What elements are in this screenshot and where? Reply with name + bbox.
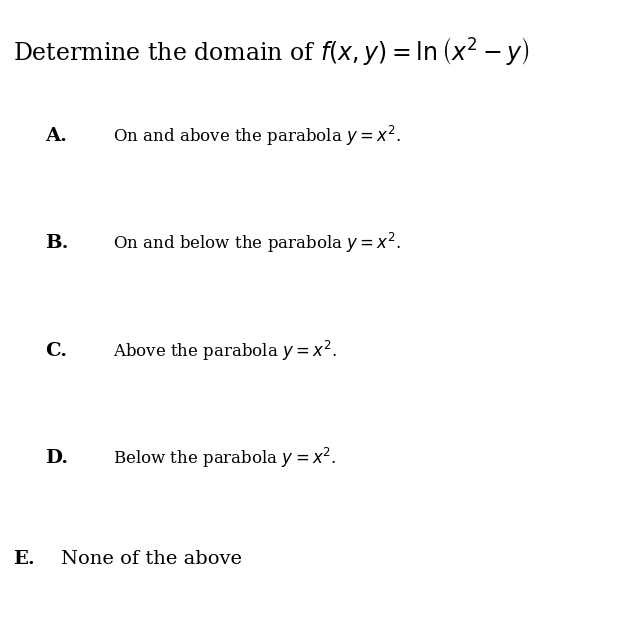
Text: C.: C. <box>45 342 67 360</box>
Text: A.: A. <box>45 127 67 145</box>
Text: Below the parabola $y = x^2$.: Below the parabola $y = x^2$. <box>113 446 336 470</box>
Text: None of the above: None of the above <box>61 550 242 568</box>
Text: Above the parabola $y = x^2$.: Above the parabola $y = x^2$. <box>113 339 336 363</box>
Text: On and above the parabola $y = x^2$.: On and above the parabola $y = x^2$. <box>113 124 401 148</box>
Text: Determine the domain of $f(x, y) = \ln\left(x^2 - y\right)$: Determine the domain of $f(x, y) = \ln\l… <box>13 35 530 67</box>
Text: On and below the parabola $y = x^2$.: On and below the parabola $y = x^2$. <box>113 231 401 255</box>
Text: E.: E. <box>13 550 35 568</box>
Text: B.: B. <box>45 234 69 252</box>
Text: D.: D. <box>45 449 68 467</box>
